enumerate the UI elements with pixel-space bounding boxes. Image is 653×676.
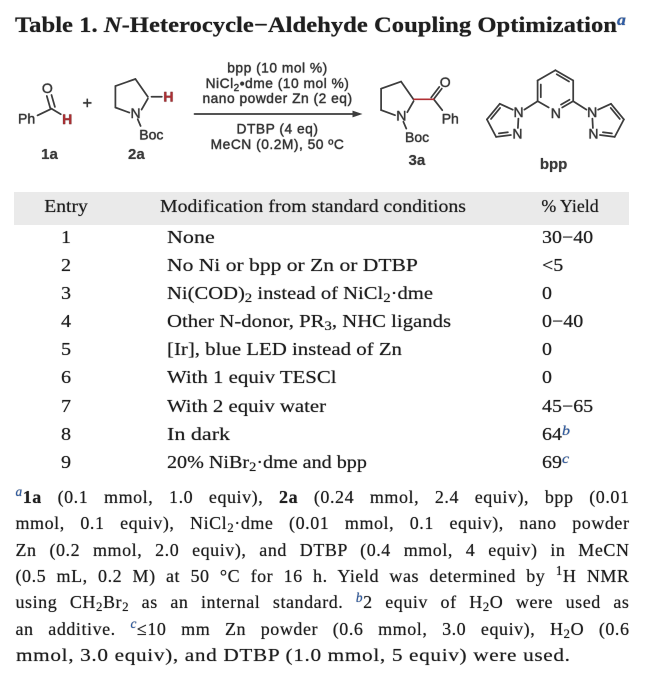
svg-text:N: N xyxy=(396,108,406,124)
svg-text:DTBP (4 eq): DTBP (4 eq) xyxy=(237,122,319,137)
svg-text:bpp (10 mol %): bpp (10 mol %) xyxy=(227,61,328,76)
svg-text:bpp: bpp xyxy=(540,156,568,173)
svg-text:2a: 2a xyxy=(128,146,145,163)
svg-text:Ph: Ph xyxy=(442,110,459,126)
svg-text:N: N xyxy=(588,125,598,141)
svg-text:Boc: Boc xyxy=(139,127,163,143)
svg-text:Ph: Ph xyxy=(18,111,35,127)
svg-text:O: O xyxy=(440,74,451,90)
svg-text:MeCN (0.2M), 50 ºC: MeCN (0.2M), 50 ºC xyxy=(211,137,345,152)
svg-text:O: O xyxy=(42,80,53,96)
svg-text:H: H xyxy=(62,111,72,127)
svg-text:3a: 3a xyxy=(409,152,426,169)
svg-text:Boc: Boc xyxy=(405,129,429,145)
svg-text:N: N xyxy=(514,104,524,120)
svg-text:N: N xyxy=(551,105,561,121)
svg-text:nano powder Zn (2 eq): nano powder Zn (2 eq) xyxy=(202,91,352,106)
svg-text:N: N xyxy=(587,104,597,120)
svg-text:1a: 1a xyxy=(41,146,58,163)
svg-text:N: N xyxy=(131,105,141,121)
svg-text:+: + xyxy=(82,95,92,113)
svg-text:H: H xyxy=(163,89,173,105)
svg-text:N: N xyxy=(512,125,522,141)
svg-text:NiCl2•dme (10 mol %): NiCl2•dme (10 mol %) xyxy=(206,76,350,94)
